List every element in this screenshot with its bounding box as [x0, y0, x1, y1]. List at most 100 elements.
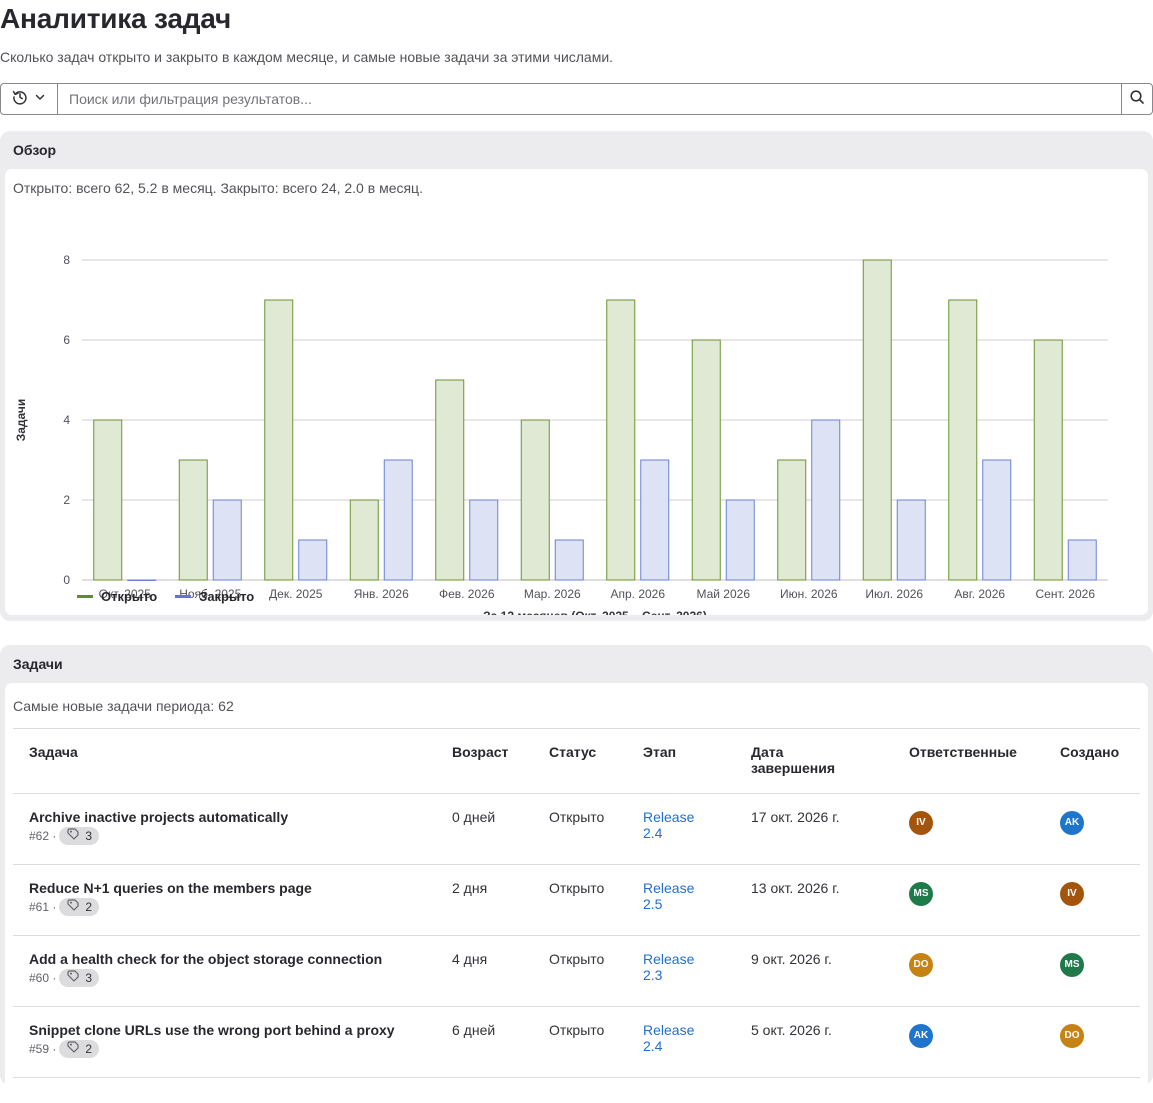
issue-age: 6 дней	[436, 1006, 533, 1078]
bar-closed	[298, 539, 328, 581]
issue-ref: #62 ·	[29, 829, 57, 843]
x-tick-label: Нояб. 2025	[179, 587, 241, 601]
search-history-button[interactable]	[1, 84, 58, 114]
issues-body: Самые новые задачи периода: 62 Задача Во…	[5, 683, 1148, 1103]
x-tick-label: Авг. 2026	[954, 587, 1005, 601]
column-header-assignees[interactable]: Ответственные	[893, 728, 1044, 794]
issue-cell: Archive inactive projects automatically …	[13, 793, 436, 865]
issue-ref: #60 ·	[29, 971, 57, 985]
column-header-issue[interactable]: Задача	[13, 728, 436, 794]
legend-item-closed[interactable]: Закрыто	[175, 589, 254, 604]
issue-meta: #62 · 3	[29, 827, 420, 845]
issues-table-body: Archive inactive projects automatically …	[13, 793, 1140, 1078]
page-description: Сколько задач открыто и закрыто в каждом…	[0, 49, 614, 65]
issue-assignee-cell: DO	[893, 935, 1044, 1007]
bar-opened	[93, 419, 123, 581]
x-tick-label: Сент. 2026	[1036, 587, 1096, 601]
author-avatar[interactable]: IV	[1060, 882, 1084, 906]
issue-author-cell: IV	[1044, 864, 1140, 936]
issues-title: Задачи	[13, 656, 63, 672]
column-header-status[interactable]: Статус	[533, 728, 627, 794]
issue-age: 4 дня	[436, 935, 533, 1007]
issue-status: Открыто	[533, 1006, 627, 1078]
search-icon	[1129, 89, 1145, 110]
column-header-due-date[interactable]: Дата завершения	[735, 728, 893, 794]
issue-ref: #59 ·	[29, 1042, 57, 1056]
issue-age: 0 дней	[436, 793, 533, 865]
assignee-avatar[interactable]: MS	[909, 882, 933, 906]
y-tick-label: 8	[63, 253, 70, 267]
bar-closed	[896, 499, 926, 581]
table-row: Archive inactive projects automatically …	[13, 793, 1140, 865]
bar-closed	[982, 459, 1012, 581]
bar-opened	[606, 299, 636, 581]
bar-closed	[469, 499, 499, 581]
labels-count-badge[interactable]: 2	[59, 1040, 100, 1058]
issue-author-cell: DO	[1044, 1006, 1140, 1078]
table-header-row: Задача Возраст Статус Этап Дата завершен…	[13, 728, 1140, 794]
y-axis-title: Задачи	[14, 399, 28, 442]
labels-count-badge[interactable]: 2	[59, 898, 100, 916]
labels-count: 2	[85, 900, 93, 914]
issue-milestone-link[interactable]: Release 2.5	[643, 880, 695, 912]
table-row: Reduce N+1 queries on the members page #…	[13, 864, 1140, 936]
x-tick-label: Июл. 2026	[865, 587, 923, 601]
labels-count: 2	[85, 1042, 93, 1056]
overview-title: Обзор	[13, 142, 57, 158]
bar-opened	[1033, 339, 1063, 581]
bar-opened	[178, 459, 208, 581]
assignee-avatar[interactable]: AK	[909, 1024, 933, 1048]
issue-milestone-link[interactable]: Release 2.3	[643, 951, 695, 983]
chevron-down-icon	[34, 90, 46, 108]
bar-opened	[862, 259, 892, 581]
assignee-avatar[interactable]: DO	[909, 953, 933, 977]
issue-due-date: 13 окт. 2026 г.	[735, 864, 893, 936]
issue-title-link[interactable]: Reduce N+1 queries on the members page	[29, 880, 312, 896]
bar-closed	[127, 579, 157, 581]
column-header-author[interactable]: Создано	[1044, 728, 1140, 794]
labels-count-badge[interactable]: 3	[59, 827, 100, 845]
issue-status: Открыто	[533, 935, 627, 1007]
author-avatar[interactable]: DO	[1060, 1024, 1084, 1048]
issue-title-link[interactable]: Add a health check for the object storag…	[29, 951, 383, 967]
column-header-age[interactable]: Возраст	[436, 728, 533, 794]
bar-opened	[691, 339, 721, 581]
bar-closed	[383, 459, 413, 581]
table-row: Snippet clone URLs use the wrong port be…	[13, 1006, 1140, 1078]
issue-milestone-link[interactable]: Release 2.4	[643, 809, 695, 841]
issue-milestone-cell: Release 2.3	[627, 935, 735, 1007]
issue-due-date: 9 окт. 2026 г.	[735, 935, 893, 1007]
legend-swatch-opened	[77, 595, 93, 598]
issue-milestone-cell: Release 2.4	[627, 1006, 735, 1078]
bar-closed	[811, 419, 841, 581]
x-tick-label: Мар. 2026	[524, 587, 581, 601]
assignee-avatar[interactable]: IV	[909, 811, 933, 835]
search-button[interactable]	[1121, 84, 1152, 114]
issue-status: Открыто	[533, 793, 627, 865]
legend-item-opened[interactable]: Открыто	[77, 589, 157, 604]
issue-meta: #59 · 2	[29, 1040, 420, 1058]
bar-opened	[777, 459, 807, 581]
issue-cell: Reduce N+1 queries on the members page #…	[13, 864, 436, 936]
issue-milestone-cell: Release 2.5	[627, 864, 735, 936]
x-tick-label: Дек. 2025	[269, 587, 323, 601]
x-tick-label: Июн. 2026	[780, 587, 838, 601]
label-icon	[65, 828, 81, 844]
author-avatar[interactable]: AK	[1060, 811, 1084, 835]
author-avatar[interactable]: MS	[1060, 953, 1084, 977]
bar-opened	[264, 299, 294, 581]
bar-closed	[212, 499, 242, 581]
overview-summary: Открыто: всего 62, 5.2 в месяц. Закрыто:…	[13, 180, 423, 196]
issues-table: Задача Возраст Статус Этап Дата завершен…	[13, 728, 1140, 1078]
x-tick-label: Янв. 2026	[354, 587, 409, 601]
issue-milestone-link[interactable]: Release 2.4	[643, 1022, 695, 1054]
x-tick-label: Май 2026	[696, 587, 750, 601]
labels-count-badge[interactable]: 3	[59, 969, 100, 987]
issue-due-date: 5 окт. 2026 г.	[735, 1006, 893, 1078]
issue-title-link[interactable]: Archive inactive projects automatically	[29, 809, 289, 825]
search-input[interactable]	[58, 84, 1121, 114]
bar-closed	[554, 539, 584, 581]
column-header-milestone[interactable]: Этап	[627, 728, 735, 794]
issue-title-link[interactable]: Snippet clone URLs use the wrong port be…	[29, 1022, 395, 1038]
issue-assignee-cell: AK	[893, 1006, 1044, 1078]
